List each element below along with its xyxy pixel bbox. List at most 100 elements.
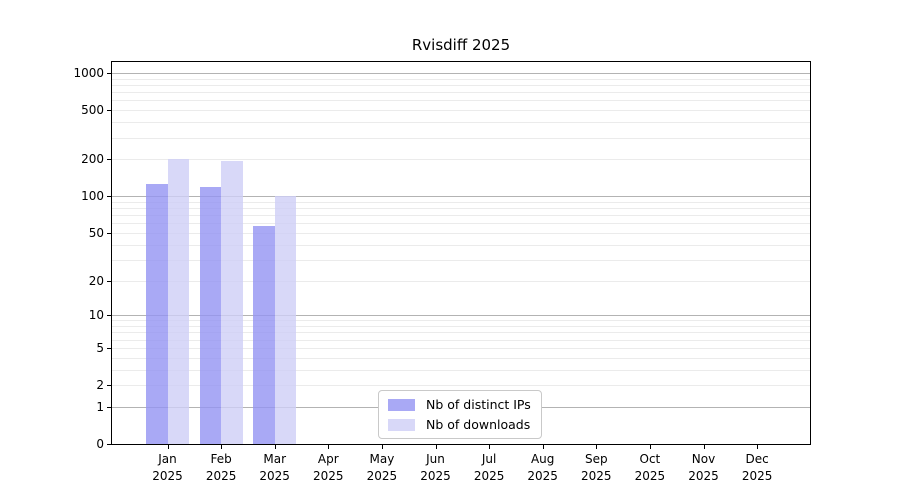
legend-label-downloads: Nb of downloads — [426, 417, 531, 432]
gridline-minor-500 — [112, 110, 810, 112]
x-tick-label-year: 2025 — [366, 469, 398, 483]
y-tick-label-50: 50 — [88, 225, 104, 240]
gridline-major-1000 — [112, 73, 810, 74]
chart-title: Rvisdiff 2025 — [411, 36, 511, 54]
x-tick-label-year: 2025 — [259, 469, 290, 483]
x-tick-label-jan: Jan 2025 — [136, 451, 200, 485]
x-tick-label-aug: Aug 2025 — [511, 451, 575, 485]
x-tick-label-dec: Dec 2025 — [725, 451, 789, 485]
x-tick-mark-jul — [489, 445, 491, 449]
x-tick-label-apr: Apr 2025 — [296, 451, 360, 485]
x-tick-label-month: Apr — [317, 452, 339, 466]
x-tick-label-year: 2025 — [741, 469, 773, 483]
bar-downloads-mar — [274, 196, 297, 444]
y-tick-mark-10 — [107, 315, 111, 317]
bar-distinct-ips-jan — [146, 183, 168, 444]
x-tick-label-year: 2025 — [527, 469, 558, 483]
x-tick-mark-mar — [274, 445, 276, 449]
x-tick-label-nov: Nov 2025 — [672, 451, 736, 485]
x-tick-label-year: 2025 — [688, 469, 719, 483]
x-tick-label-month: Feb — [210, 452, 232, 466]
y-tick-label-100: 100 — [81, 189, 104, 204]
x-tick-label-month: Jan — [158, 452, 177, 466]
y-tick-label-200: 200 — [81, 152, 104, 167]
y-tick-label-10: 10 — [88, 308, 104, 323]
y-tick-label-5: 5 — [96, 340, 104, 355]
y-tick-mark-1 — [107, 406, 111, 408]
legend: Nb of distinct IPs Nb of downloads — [378, 390, 542, 439]
legend-item-downloads: Nb of downloads — [388, 417, 532, 432]
x-tick-mark-nov — [703, 445, 705, 449]
gridline-minor-80 — [112, 208, 810, 210]
x-tick-mark-aug — [542, 445, 544, 449]
x-tick-mark-may — [381, 445, 383, 449]
y-tick-mark-500 — [107, 110, 111, 112]
x-tick-label-month: Nov — [691, 452, 716, 466]
x-tick-label-year: 2025 — [634, 469, 666, 483]
x-tick-mark-oct — [649, 445, 651, 449]
y-tick-label-2: 2 — [96, 378, 104, 392]
legend-swatch-distinct-ips — [388, 398, 415, 411]
y-tick-label-500: 500 — [81, 103, 104, 118]
x-tick-mark-sep — [596, 445, 598, 449]
gridline-minor-90 — [112, 201, 810, 203]
y-tick-mark-5 — [107, 347, 111, 349]
x-tick-label-year: 2025 — [205, 469, 237, 483]
bar-downloads-jan — [167, 159, 189, 444]
x-tick-label-month: Dec — [745, 452, 769, 466]
gridline-minor-60 — [112, 223, 810, 225]
gridline-minor-5 — [112, 347, 810, 349]
legend-swatch-downloads — [388, 418, 415, 431]
x-tick-label-month: Jun — [426, 452, 445, 466]
x-tick-label-month: Aug — [530, 452, 555, 466]
x-tick-label-month: May — [369, 452, 395, 466]
legend-label-distinct-ips: Nb of distinct IPs — [426, 397, 531, 412]
x-tick-mark-jun — [435, 445, 437, 449]
gridline-minor-4 — [112, 357, 810, 359]
gridline-minor-3 — [112, 369, 810, 371]
x-tick-label-month: Jul — [481, 452, 497, 466]
x-tick-label-month: Sep — [584, 452, 608, 466]
x-tick-mark-feb — [221, 445, 223, 449]
x-tick-mark-apr — [328, 445, 330, 449]
x-tick-label-year: 2025 — [420, 469, 451, 483]
x-tick-label-year: 2025 — [152, 469, 183, 483]
gridline-major-100 — [112, 196, 810, 198]
y-tick-mark-1000 — [107, 73, 111, 74]
gridline-minor-400 — [112, 122, 810, 124]
gridline-minor-30 — [112, 259, 810, 261]
gridline-minor-200 — [112, 159, 810, 161]
gridline-minor-900 — [112, 78, 810, 80]
x-tick-label-may: May 2025 — [350, 451, 414, 485]
y-tick-mark-2 — [107, 385, 111, 386]
bar-distinct-ips-feb — [199, 187, 222, 444]
y-tick-mark-200 — [107, 159, 111, 161]
plot-area — [111, 61, 811, 445]
legend-item-distinct-ips: Nb of distinct IPs — [388, 397, 532, 412]
gridline-minor-6 — [112, 339, 810, 341]
gridline-minor-600 — [112, 100, 810, 102]
x-tick-mark-jan — [167, 445, 169, 449]
y-tick-label-1000: 1000 — [73, 66, 104, 80]
x-tick-label-year: 2025 — [581, 469, 612, 483]
bar-distinct-ips-mar — [253, 225, 275, 444]
x-tick-label-oct: Oct 2025 — [618, 451, 682, 485]
x-tick-label-month: Oct — [639, 452, 661, 466]
x-tick-label-sep: Sep 2025 — [564, 451, 628, 485]
y-tick-mark-0 — [107, 444, 111, 445]
gridline-minor-50 — [112, 232, 810, 234]
gridline-minor-8 — [112, 326, 810, 327]
x-tick-label-year: 2025 — [313, 469, 344, 483]
gridline-minor-700 — [112, 92, 810, 94]
x-tick-label-feb: Feb 2025 — [189, 451, 253, 485]
y-tick-mark-100 — [107, 196, 111, 198]
y-tick-label-20: 20 — [88, 273, 104, 288]
x-tick-label-month: Mar — [263, 452, 286, 466]
y-tick-label-0: 0 — [96, 437, 104, 451]
x-tick-mark-dec — [757, 445, 759, 449]
x-tick-label-jul: Jul 2025 — [457, 451, 521, 485]
gridline-minor-70 — [112, 215, 810, 217]
y-tick-mark-50 — [107, 232, 111, 234]
gridline-minor-40 — [112, 244, 810, 246]
